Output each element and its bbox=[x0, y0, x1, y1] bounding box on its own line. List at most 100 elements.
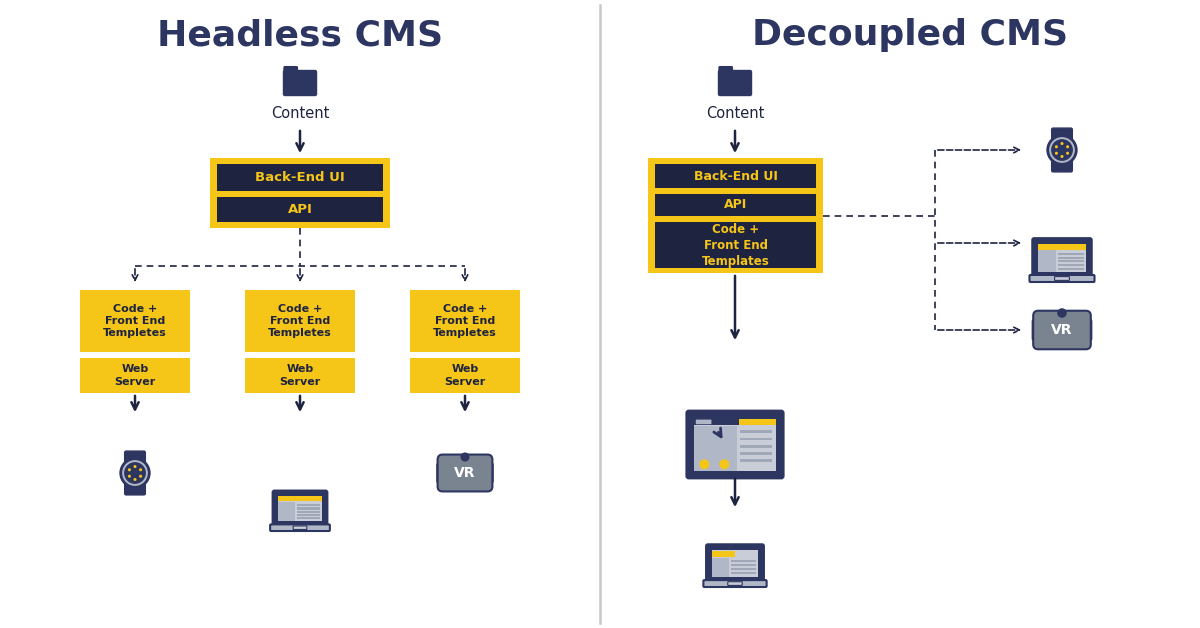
Circle shape bbox=[700, 459, 709, 469]
FancyBboxPatch shape bbox=[1032, 320, 1044, 340]
FancyBboxPatch shape bbox=[1080, 320, 1092, 340]
Circle shape bbox=[1066, 152, 1069, 154]
FancyBboxPatch shape bbox=[706, 544, 764, 583]
FancyBboxPatch shape bbox=[727, 582, 743, 585]
FancyBboxPatch shape bbox=[731, 568, 756, 570]
Text: Code +
Front End
Templetes: Code + Front End Templetes bbox=[268, 303, 332, 338]
FancyBboxPatch shape bbox=[410, 290, 520, 352]
FancyBboxPatch shape bbox=[740, 438, 773, 440]
Text: API: API bbox=[288, 203, 312, 216]
FancyBboxPatch shape bbox=[1033, 311, 1091, 349]
FancyBboxPatch shape bbox=[1058, 257, 1084, 259]
Text: Code +
Front End
Templetes: Code + Front End Templetes bbox=[433, 303, 497, 338]
FancyBboxPatch shape bbox=[731, 560, 756, 562]
FancyBboxPatch shape bbox=[1058, 253, 1084, 255]
FancyBboxPatch shape bbox=[296, 511, 320, 513]
Circle shape bbox=[133, 478, 137, 481]
FancyBboxPatch shape bbox=[1051, 128, 1073, 141]
Circle shape bbox=[139, 468, 142, 471]
Circle shape bbox=[1058, 309, 1066, 317]
FancyBboxPatch shape bbox=[739, 418, 775, 425]
FancyBboxPatch shape bbox=[125, 451, 145, 463]
FancyBboxPatch shape bbox=[719, 70, 751, 95]
FancyBboxPatch shape bbox=[719, 67, 732, 73]
FancyBboxPatch shape bbox=[712, 550, 758, 577]
FancyBboxPatch shape bbox=[731, 564, 756, 566]
Text: Headless CMS: Headless CMS bbox=[157, 18, 443, 52]
FancyBboxPatch shape bbox=[740, 452, 773, 455]
FancyBboxPatch shape bbox=[1055, 276, 1069, 280]
FancyBboxPatch shape bbox=[1038, 244, 1086, 272]
Circle shape bbox=[121, 458, 149, 487]
FancyBboxPatch shape bbox=[1038, 244, 1086, 249]
Text: Content: Content bbox=[271, 106, 329, 121]
FancyBboxPatch shape bbox=[410, 358, 520, 393]
Text: Web
Server: Web Server bbox=[444, 364, 486, 387]
FancyBboxPatch shape bbox=[712, 551, 734, 557]
FancyBboxPatch shape bbox=[1032, 238, 1092, 278]
Text: Back-End UI: Back-End UI bbox=[694, 170, 778, 183]
FancyBboxPatch shape bbox=[655, 194, 816, 216]
FancyBboxPatch shape bbox=[740, 459, 773, 462]
FancyBboxPatch shape bbox=[703, 580, 767, 587]
Circle shape bbox=[1055, 145, 1058, 148]
Circle shape bbox=[139, 475, 142, 478]
FancyBboxPatch shape bbox=[1058, 268, 1084, 269]
Text: Code +
Front End
Templetes: Code + Front End Templetes bbox=[103, 303, 167, 338]
FancyBboxPatch shape bbox=[296, 517, 320, 519]
Text: Content: Content bbox=[706, 106, 764, 121]
FancyBboxPatch shape bbox=[270, 524, 330, 531]
Circle shape bbox=[1061, 142, 1063, 145]
FancyBboxPatch shape bbox=[712, 558, 730, 577]
FancyBboxPatch shape bbox=[1030, 275, 1094, 282]
Circle shape bbox=[1066, 145, 1069, 148]
Text: Web
Server: Web Server bbox=[114, 364, 156, 387]
FancyBboxPatch shape bbox=[482, 463, 493, 483]
FancyBboxPatch shape bbox=[80, 358, 190, 393]
Circle shape bbox=[133, 465, 137, 468]
FancyBboxPatch shape bbox=[1058, 260, 1084, 263]
FancyBboxPatch shape bbox=[1038, 250, 1056, 272]
FancyBboxPatch shape bbox=[696, 420, 712, 425]
FancyBboxPatch shape bbox=[740, 430, 773, 433]
Circle shape bbox=[719, 459, 730, 469]
FancyBboxPatch shape bbox=[686, 411, 784, 478]
FancyBboxPatch shape bbox=[648, 158, 823, 273]
Circle shape bbox=[1055, 152, 1058, 154]
Text: API: API bbox=[724, 198, 748, 212]
Text: Decoupled CMS: Decoupled CMS bbox=[752, 18, 1068, 52]
Text: VR: VR bbox=[1051, 323, 1073, 337]
Circle shape bbox=[128, 475, 131, 478]
Circle shape bbox=[1061, 155, 1063, 158]
Circle shape bbox=[1051, 140, 1073, 160]
FancyBboxPatch shape bbox=[1058, 264, 1084, 266]
FancyBboxPatch shape bbox=[210, 158, 390, 228]
FancyBboxPatch shape bbox=[278, 496, 322, 521]
FancyBboxPatch shape bbox=[655, 164, 816, 188]
FancyBboxPatch shape bbox=[296, 507, 320, 510]
FancyBboxPatch shape bbox=[1051, 160, 1073, 172]
FancyBboxPatch shape bbox=[217, 164, 383, 191]
FancyBboxPatch shape bbox=[438, 455, 492, 492]
FancyBboxPatch shape bbox=[283, 70, 317, 95]
FancyBboxPatch shape bbox=[272, 490, 328, 527]
FancyBboxPatch shape bbox=[731, 571, 756, 573]
FancyBboxPatch shape bbox=[695, 426, 737, 470]
FancyBboxPatch shape bbox=[695, 418, 775, 425]
Text: Code +
Front End
Templates: Code + Front End Templates bbox=[702, 222, 769, 268]
Circle shape bbox=[461, 453, 469, 461]
FancyBboxPatch shape bbox=[278, 496, 322, 501]
Circle shape bbox=[125, 463, 145, 483]
Text: Web
Server: Web Server bbox=[280, 364, 320, 387]
FancyBboxPatch shape bbox=[245, 358, 355, 393]
FancyBboxPatch shape bbox=[125, 482, 145, 495]
FancyBboxPatch shape bbox=[740, 445, 773, 448]
FancyBboxPatch shape bbox=[245, 290, 355, 352]
FancyBboxPatch shape bbox=[293, 526, 307, 529]
Circle shape bbox=[1048, 136, 1076, 165]
FancyBboxPatch shape bbox=[437, 463, 448, 483]
FancyBboxPatch shape bbox=[217, 197, 383, 222]
FancyBboxPatch shape bbox=[278, 502, 295, 521]
FancyBboxPatch shape bbox=[296, 514, 320, 516]
Text: VR: VR bbox=[455, 466, 475, 480]
